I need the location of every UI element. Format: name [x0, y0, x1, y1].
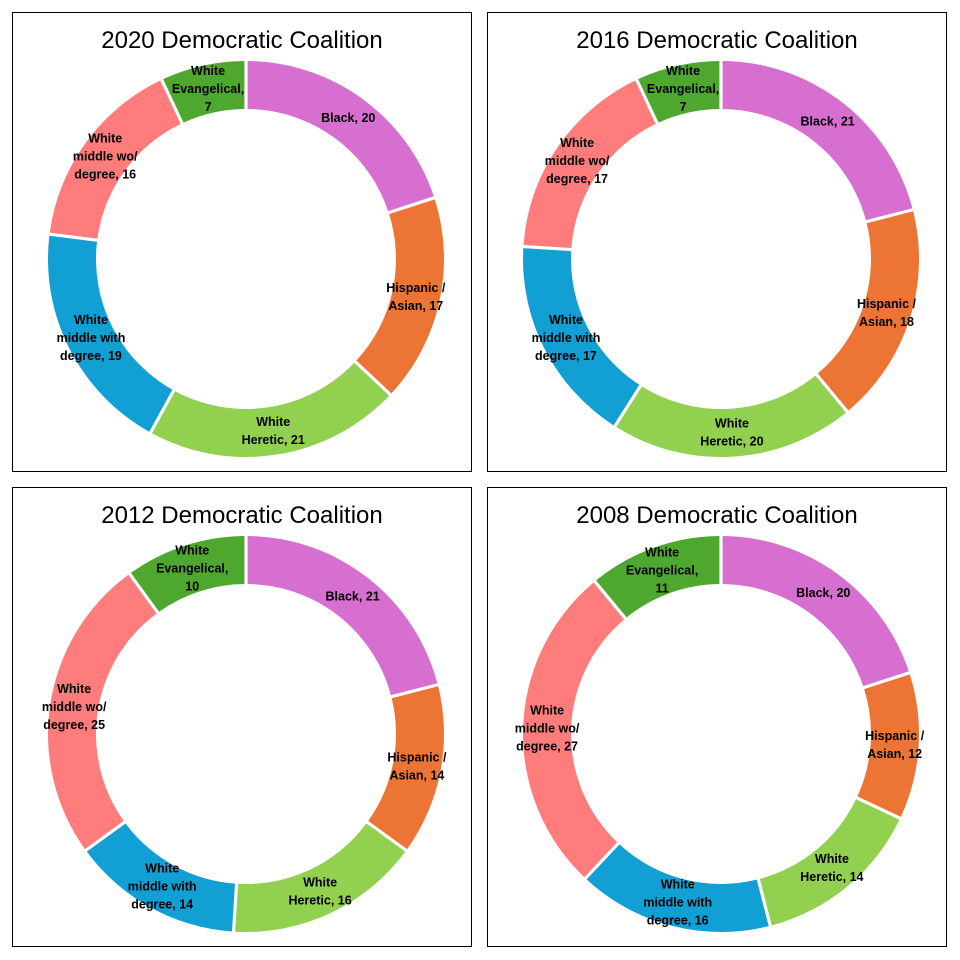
slice-black	[247, 61, 434, 212]
slice-hispanic-asian	[857, 674, 919, 817]
data-label-black: Black, 20	[321, 111, 375, 125]
slice-white-evangelical	[130, 536, 245, 612]
chart-title: 2016 Democratic Coalition	[576, 27, 857, 54]
slice-white-middle-with-degree	[586, 844, 769, 932]
data-label-white-evangelical: White Evangelical, 7	[647, 64, 719, 114]
data-label-white-evangelical: White Evangelical, 7	[172, 64, 244, 114]
slice-white-heretic	[152, 362, 390, 458]
donut-chart-2020: 2020 Democratic Coalition Black, 20 Hispa…	[47, 27, 446, 458]
slice-white-heretic	[759, 799, 900, 926]
data-label-white-heretic: White Heretic, 20	[700, 417, 763, 449]
data-label-black: Black, 21	[801, 115, 855, 129]
slice-black	[247, 536, 438, 696]
slice-hispanic-asian	[817, 211, 919, 411]
chart-title: 2012 Democratic Coalition	[101, 502, 382, 529]
slice-white-evangelical	[638, 61, 720, 123]
slice-white-middle-with-degree	[86, 823, 235, 932]
data-label-hispanic-asian: Hispanic / Asian, 12	[865, 729, 925, 761]
slice-white-evangelical	[596, 536, 720, 618]
data-label-white-middle-with-degree: White middle with degree, 14	[128, 861, 197, 911]
data-label-hispanic-asian: Hispanic / Asian, 18	[857, 297, 917, 329]
data-label-hispanic-asian: Hispanic / Asian, 14	[387, 751, 447, 783]
data-label-white-middle-wo-degree: White middle wo/degree, 17	[545, 136, 610, 186]
data-label-white-heretic: White Heretic, 21	[242, 415, 305, 447]
chart-panel-2008: 2008 Democratic Coalition Black, 20 Hispa…	[487, 487, 947, 947]
slice-white-middle-with-degree	[47, 235, 173, 432]
chart-panel-2016: 2016 Democratic Coalition Black, 21 Hispa…	[487, 12, 947, 472]
data-label-white-middle-wo-degree: White middle wo/degree, 25	[42, 682, 107, 732]
slice-black	[722, 61, 913, 221]
donut-chart-2008: 2008 Democratic Coalition Black, 20 Hispa…	[515, 502, 925, 932]
chart-panel-2020: 2020 Democratic Coalition Black, 20 Hispa…	[12, 12, 472, 472]
data-label-hispanic-asian: Hispanic / Asian, 17	[386, 281, 446, 313]
data-label-black: Black, 20	[796, 586, 850, 600]
data-label-white-middle-with-degree: White middle with degree, 16	[643, 878, 712, 928]
data-label-white-middle-wo-degree: White middle wo/degree, 27	[515, 704, 580, 754]
data-label-white-evangelical: White Evangelical, 10	[156, 544, 228, 594]
slice-white-heretic	[235, 823, 406, 932]
slice-white-heretic	[616, 375, 846, 457]
chart-title: 2008 Democratic Coalition	[576, 502, 857, 529]
chart-title: 2020 Democratic Coalition	[101, 27, 382, 54]
slice-white-middle-with-degree	[523, 248, 640, 426]
data-label-white-middle-wo-degree: White middle wo/degree, 16	[73, 132, 138, 182]
slice-hispanic-asian	[356, 199, 444, 394]
slice-white-evangelical	[163, 61, 245, 123]
slice-white-middle-wo-degree	[523, 80, 656, 248]
slice-black	[722, 536, 909, 687]
donut-chart-2016: 2016 Democratic Coalition Black, 21 Hispa…	[523, 27, 919, 457]
slice-white-middle-wo-degree	[48, 574, 157, 850]
data-label-white-heretic: White Heretic, 16	[288, 875, 351, 907]
slice-white-middle-wo-degree	[523, 582, 625, 878]
slice-white-middle-wo-degree	[49, 80, 181, 239]
donut-chart-2012: 2012 Democratic Coalition Black, 21 Hispa…	[42, 502, 447, 932]
data-label-white-middle-with-degree: White middle with degree, 19	[57, 313, 126, 363]
data-label-black: Black, 21	[326, 590, 380, 604]
data-label-white-evangelical: White Evangelical, 11	[626, 545, 698, 595]
data-label-white-middle-with-degree: White middle with degree, 17	[532, 313, 601, 363]
chart-panel-2012: 2012 Democratic Coalition Black, 21 Hispa…	[12, 487, 472, 947]
slice-hispanic-asian	[368, 686, 445, 850]
data-label-white-heretic: White Heretic, 14	[800, 852, 863, 884]
